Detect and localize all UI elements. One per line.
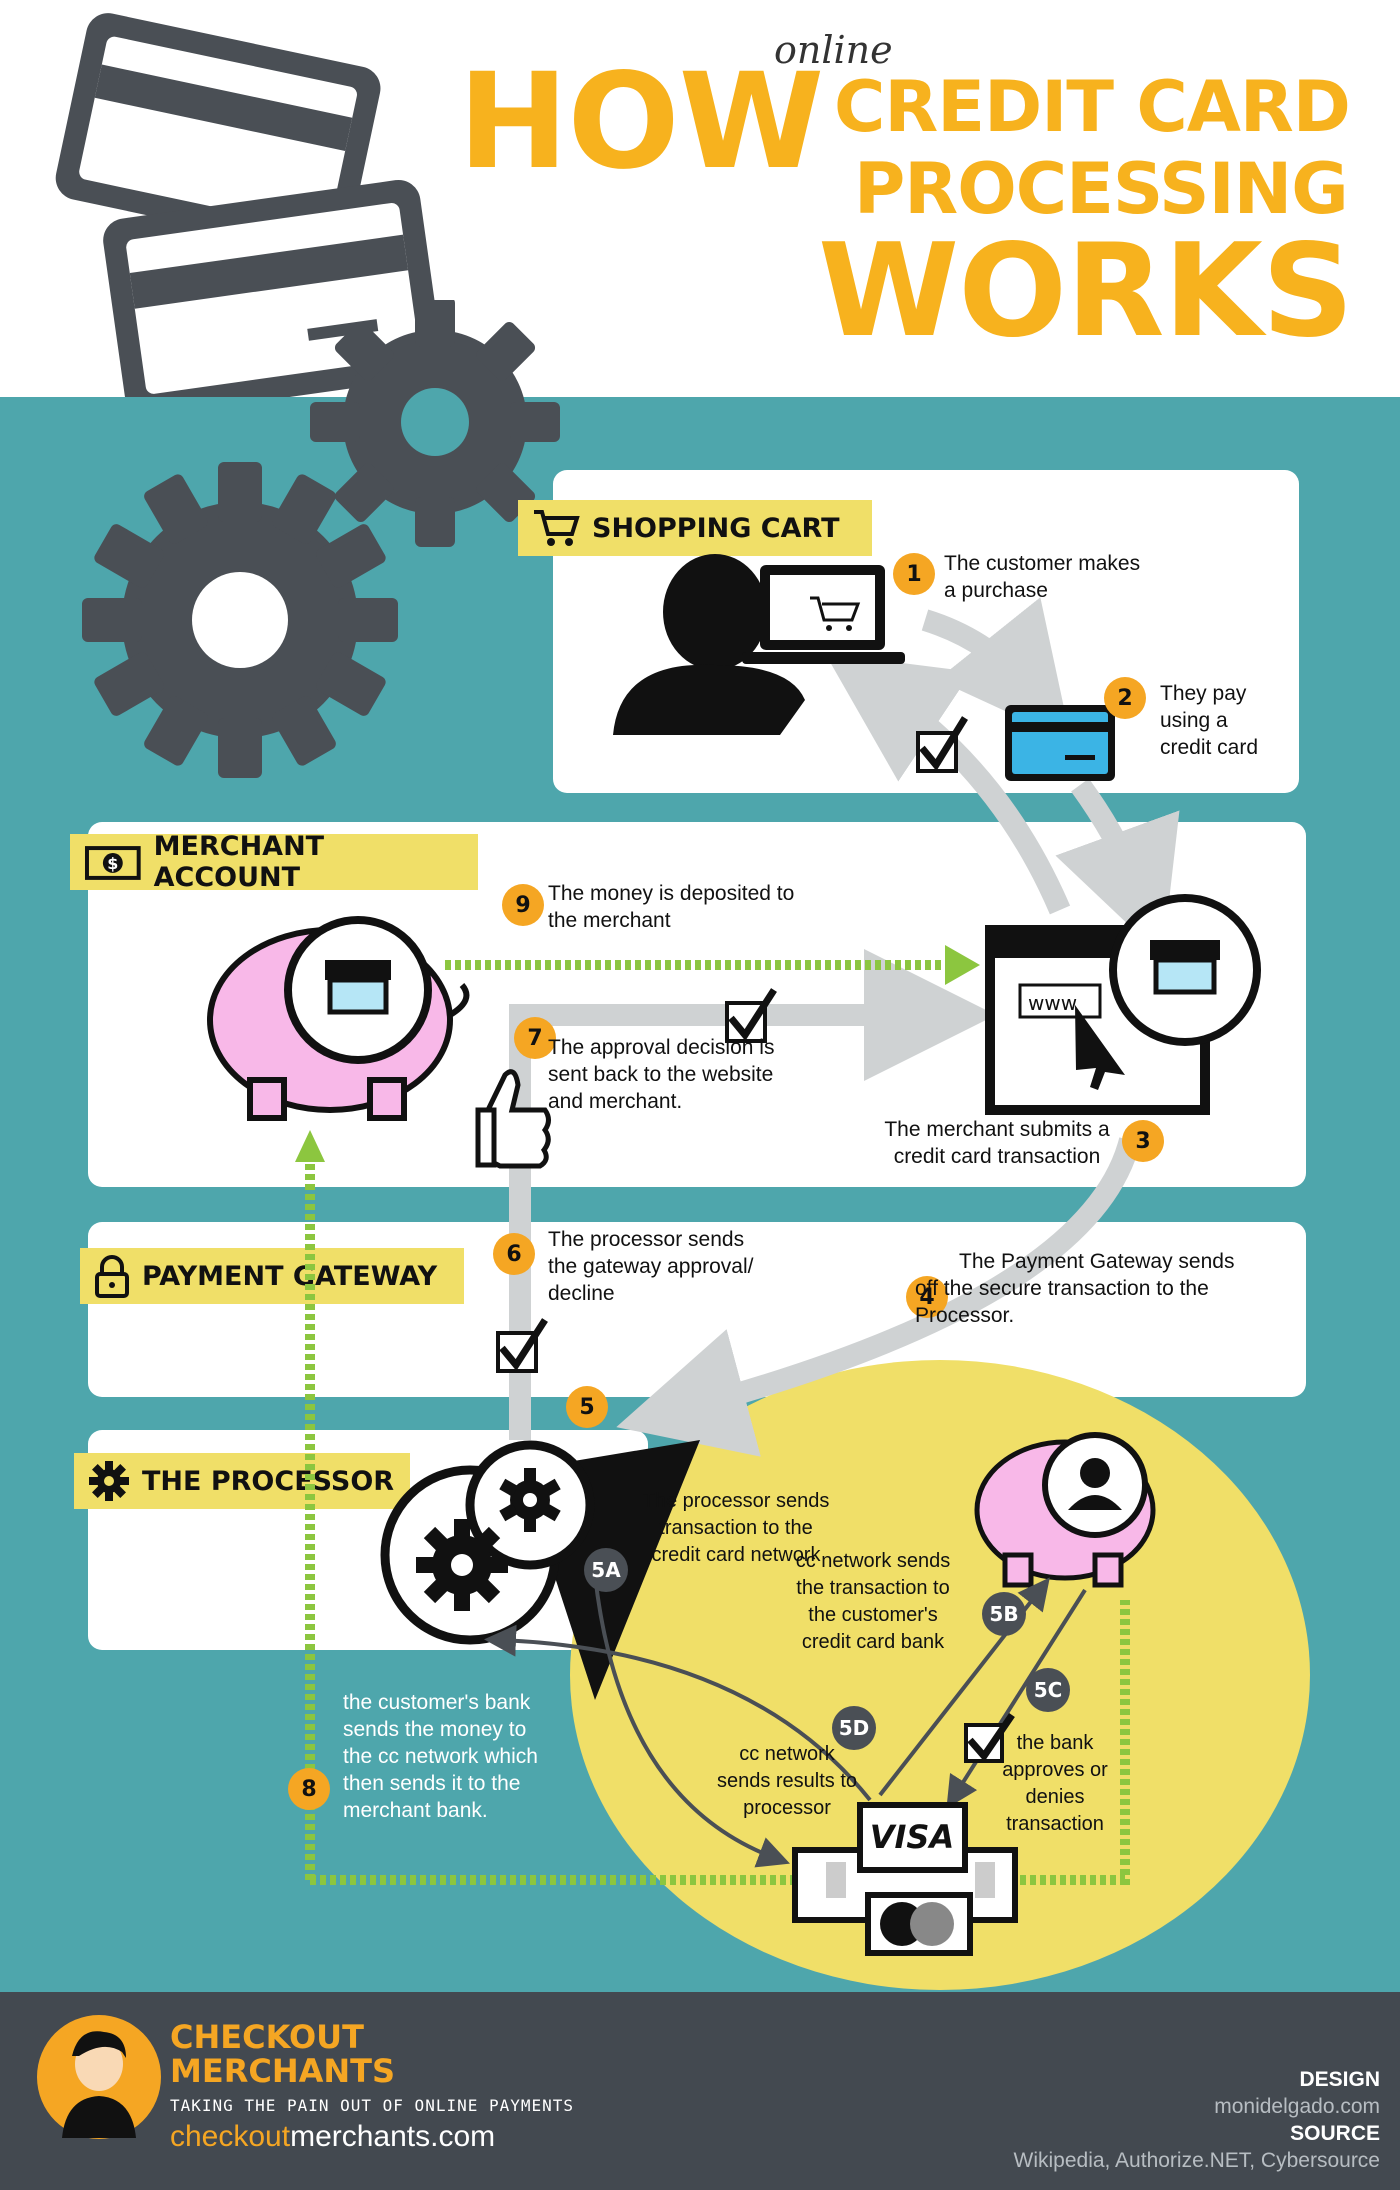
step-6-number: 6	[493, 1233, 535, 1275]
step-2-number: 2	[1104, 677, 1146, 719]
brand-name-line2: MERCHANTS	[170, 2052, 396, 2090]
step-9-number: 9	[502, 884, 544, 926]
step-5c-number: 5C	[1026, 1668, 1070, 1712]
money-arrow-right	[945, 945, 980, 985]
cart-icon	[534, 510, 580, 546]
step-3-text: The merchant submits a credit card trans…	[884, 1118, 1110, 1168]
brand-url-part2: merchants.com	[290, 2120, 496, 2153]
step-3-number: 3	[1122, 1120, 1164, 1162]
step-6-text: The processor sends the gateway approval…	[548, 1228, 754, 1305]
processor-gears-icon	[380, 1440, 595, 1645]
visa-network-icon	[792, 1802, 1018, 1956]
step-1-text: The customer makes a purchase	[944, 552, 1141, 602]
step-5a-number: 5A	[584, 1548, 628, 1592]
title-online: online	[774, 28, 893, 72]
title-line1: CREDIT CARD	[834, 66, 1351, 148]
step-8-number: 8	[288, 1768, 330, 1810]
checkbox-icon	[964, 1713, 1015, 1763]
step-7-number: 7	[514, 1017, 556, 1059]
checkbox-icon	[916, 716, 968, 773]
lock-icon	[95, 1255, 129, 1298]
brand-name-line1: CHECKOUT	[170, 2018, 364, 2056]
merchant-account-label: $ MERCHANT ACCOUNT	[70, 831, 478, 893]
source-label: SOURCE	[1290, 2122, 1380, 2145]
website-icon	[985, 894, 1261, 1115]
shopping-cart-title: SHOPPING CART	[592, 512, 840, 544]
step-5d-text: cc network sends results to processor	[716, 1743, 858, 1819]
step-5c-text: the bank approves or denies transaction	[1002, 1732, 1108, 1835]
step-7-text: The approval decision is sent back to th…	[548, 1036, 775, 1113]
shopping-cart-label: SHOPPING CART	[518, 500, 872, 556]
header: HOW online CREDIT CARD PROCESSING WORKS	[0, 0, 1400, 417]
svg-text:$: $	[107, 854, 118, 873]
step-5b-text: cc network sends the transaction to the …	[795, 1550, 951, 1653]
blue-card-icon	[1005, 705, 1115, 781]
step-5a-text: The processor sends transaction to the c…	[642, 1490, 830, 1566]
step-5d-number: 5D	[832, 1706, 876, 1750]
gear-icon	[89, 1461, 129, 1501]
money-icon: $	[84, 846, 141, 880]
gears-icon	[82, 300, 560, 778]
title-line3: WORKS	[818, 217, 1354, 366]
step-1-number: 1	[893, 553, 935, 595]
brand-tagline: TAKING THE PAIN OUT OF ONLINE PAYMENTS	[170, 2096, 575, 2115]
credits: DESIGN monidelgado.com SOURCE Wikipedia,…	[1014, 2066, 1381, 2174]
visa-logo: VISA	[870, 1818, 954, 1856]
title-how: HOW	[458, 45, 824, 199]
source-value: Wikipedia, Authorize.NET, Cybersource	[1013, 2149, 1381, 2172]
step-9-text: The money is deposited to the merchant	[548, 882, 795, 932]
money-arrow-up	[295, 1130, 325, 1162]
step-5-number: 5	[566, 1386, 608, 1428]
payment-gateway-title: PAYMENT GATEWAY	[142, 1260, 438, 1292]
processor-title: THE PROCESSOR	[142, 1465, 395, 1497]
mascot-avatar	[37, 2015, 161, 2139]
step-4-text: The Payment Gateway sends off the secure…	[915, 1250, 1235, 1327]
checkbox-icon	[496, 1318, 548, 1373]
checkbox-icon	[725, 988, 777, 1043]
thumbs-up-icon	[475, 1069, 551, 1169]
step-8-text: the customer's bank sends the money to t…	[343, 1691, 538, 1822]
customer-icon	[613, 554, 905, 735]
processor-label: THE PROCESSOR	[74, 1453, 410, 1509]
piggy-bank-icon	[207, 916, 470, 1121]
title-line2: PROCESSING	[854, 148, 1349, 230]
payment-gateway-label: PAYMENT GATEWAY	[80, 1248, 464, 1304]
footer: CHECKOUT MERCHANTS TAKING THE PAIN OUT O…	[0, 1992, 1400, 2190]
credit-cards-icon	[55, 13, 443, 417]
brand-url-part1: checkout	[170, 2120, 291, 2153]
design-label: DESIGN	[1299, 2068, 1380, 2091]
www-label: www	[1028, 991, 1077, 1015]
brand-url[interactable]: checkoutmerchants.com	[170, 2120, 495, 2154]
step-2-text: They pay using a credit card	[1160, 682, 1259, 759]
customer-bank-icon	[974, 1432, 1156, 1588]
merchant-account-title: MERCHANT ACCOUNT	[153, 831, 325, 893]
step-5b-number: 5B	[982, 1592, 1026, 1636]
step-4-number: 4	[906, 1276, 948, 1318]
design-value: monidelgado.com	[1214, 2095, 1380, 2118]
